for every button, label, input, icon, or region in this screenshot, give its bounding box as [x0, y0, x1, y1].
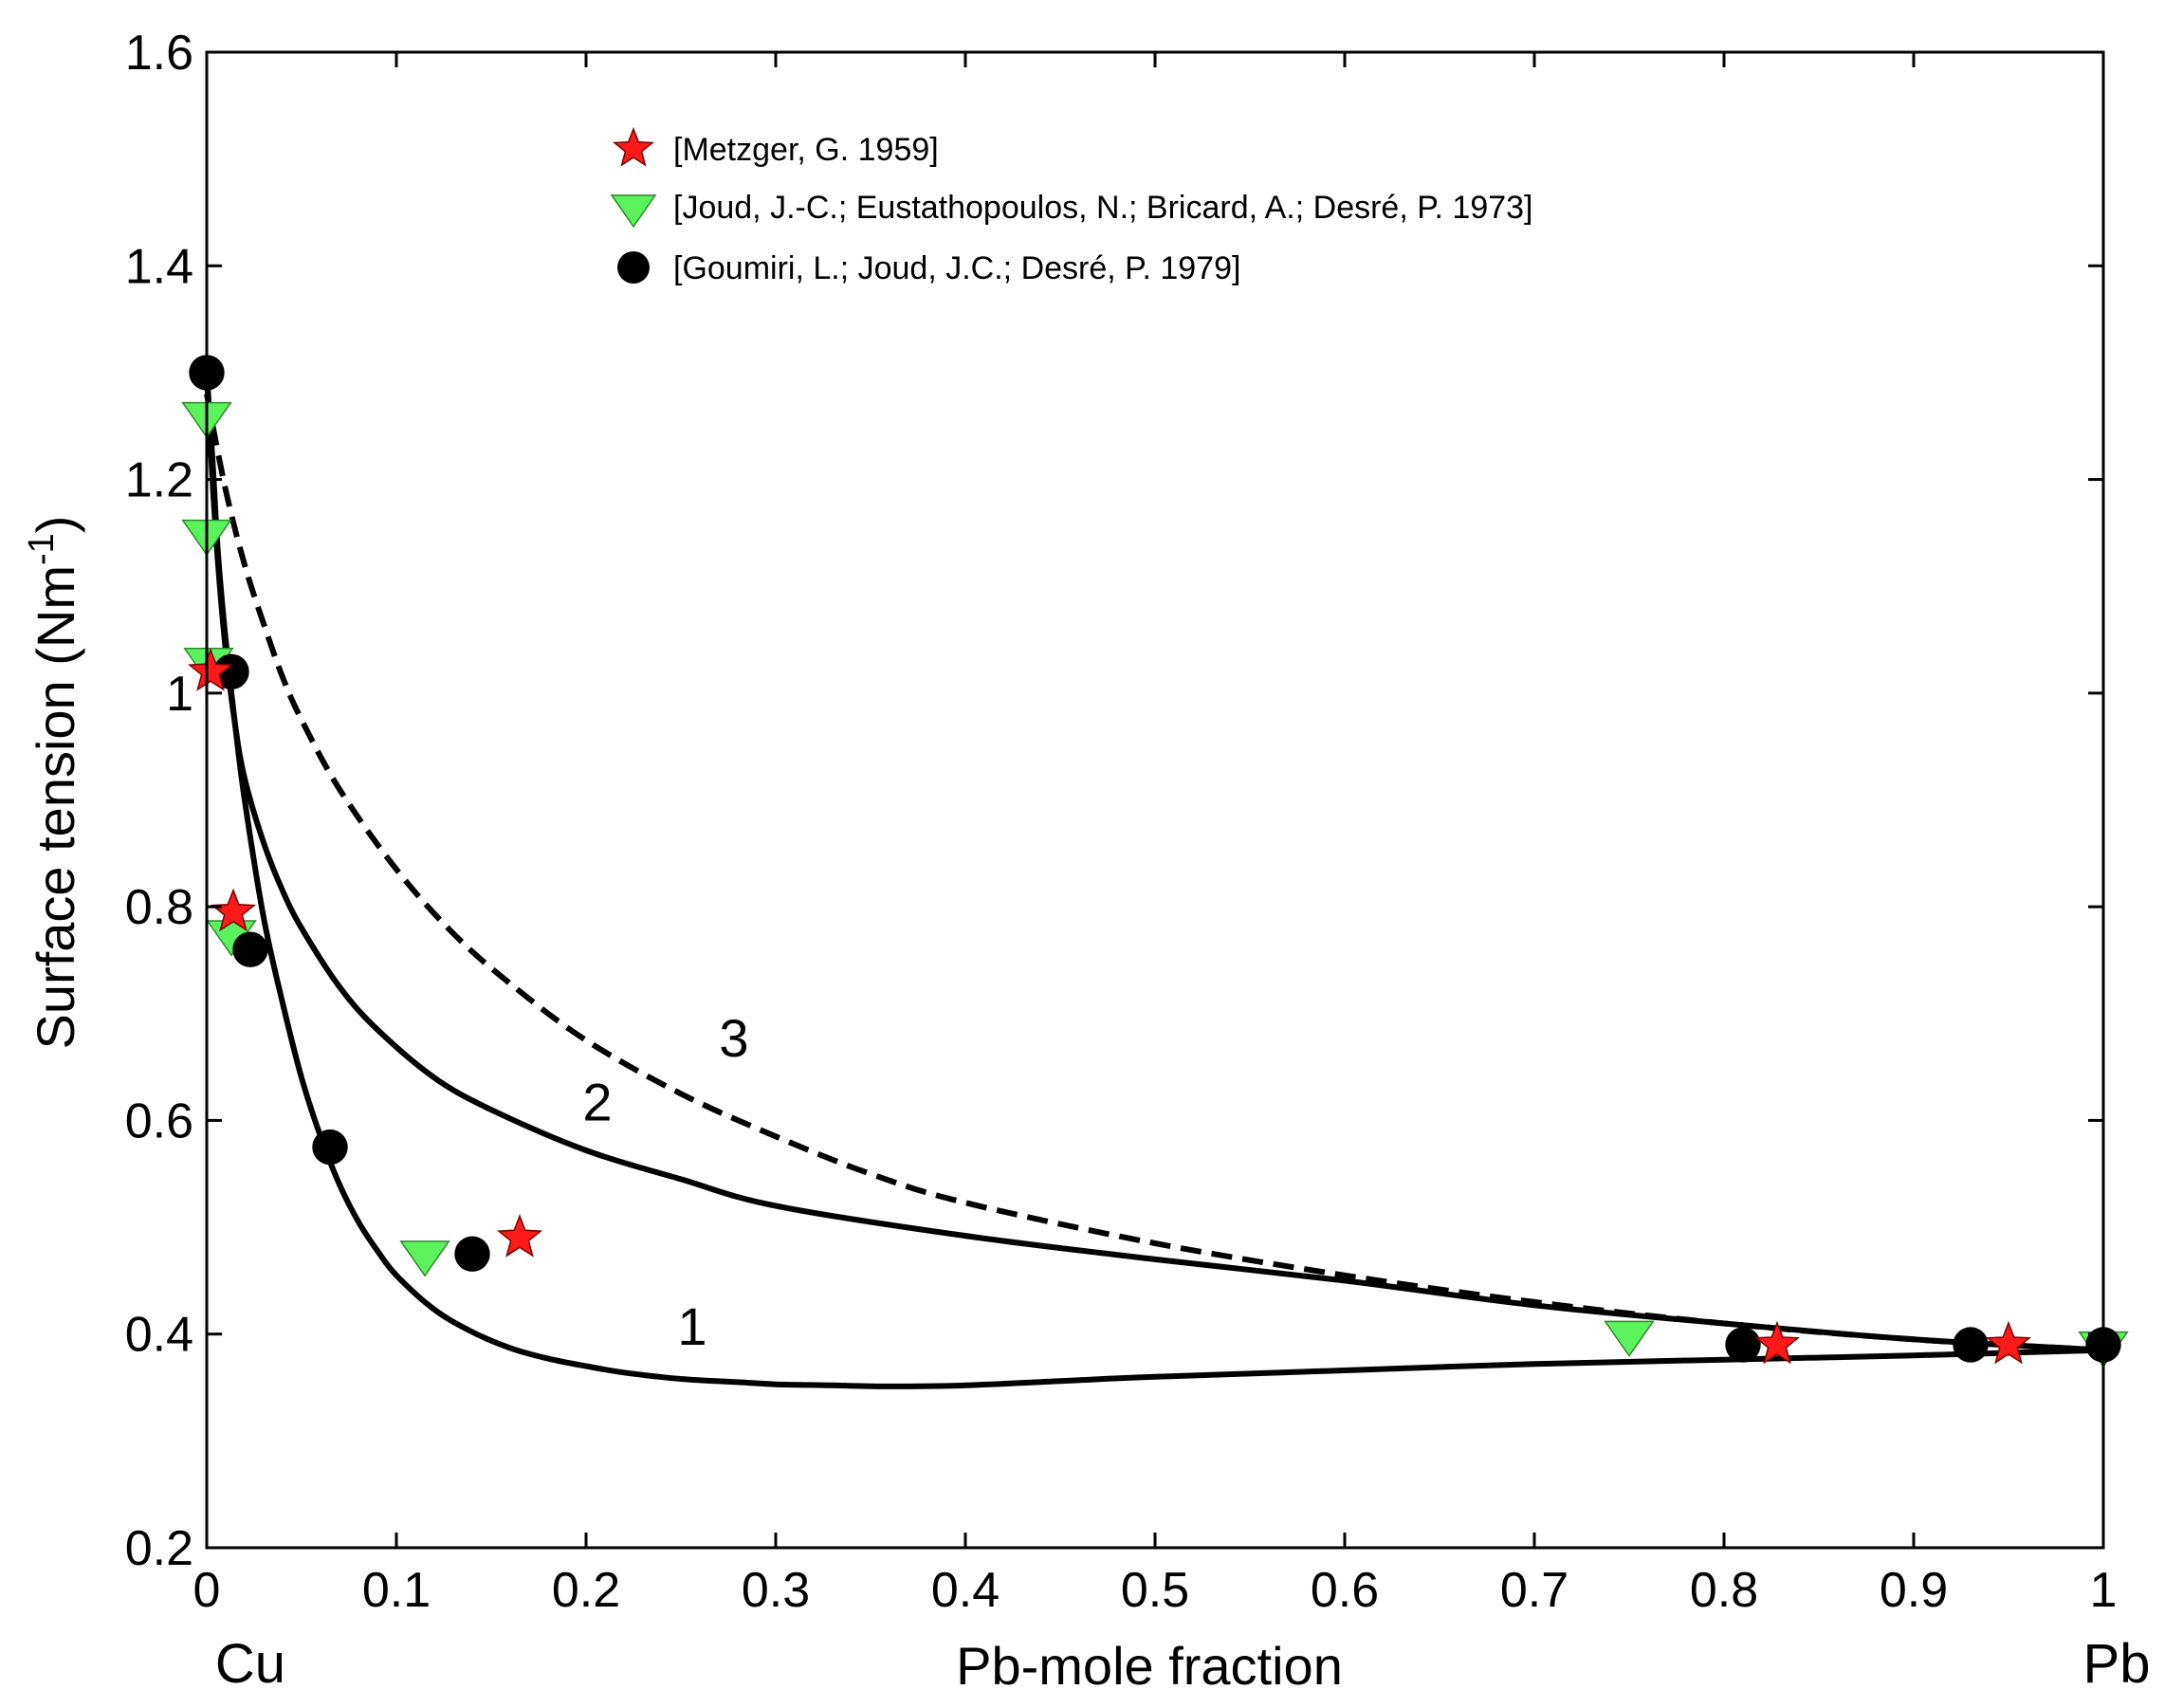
marker-circle-4	[454, 1236, 490, 1272]
marker-circle-2	[232, 931, 268, 967]
legend-marker-0	[613, 126, 654, 167]
legend-label-2: [Goumiri, L.; Joud, J.C.; Desré, P. 1979…	[673, 250, 1240, 286]
marker-triangle-down-5	[1604, 1320, 1655, 1358]
x-tick-label-8: 0.8	[1690, 1563, 1758, 1618]
y-axis-title-main: Surface tension (Nm	[26, 565, 85, 1049]
y-axis-title-superscript: -1	[22, 533, 62, 565]
x-end-label-cu: Cu	[215, 1633, 285, 1695]
curve-1	[204, 372, 2104, 1389]
y-tick-label-5: 1.2	[125, 453, 193, 508]
y-tick-label-1: 0.4	[125, 1308, 193, 1363]
marker-star-3	[1754, 1320, 1800, 1365]
x-tick-label-4: 0.4	[931, 1563, 1000, 1618]
legend-label-0: [Metzger, G. 1959]	[673, 132, 939, 168]
x-tick-label-5: 0.5	[1121, 1563, 1189, 1618]
marker-star-1	[211, 888, 256, 932]
legend-marker-2	[617, 251, 650, 284]
marker-circle-3	[312, 1129, 348, 1166]
marker-star-4	[1986, 1320, 2031, 1365]
marker-circle-5	[1725, 1327, 1761, 1363]
x-tick-label-7: 0.7	[1500, 1563, 1568, 1618]
marker-circle-1	[213, 653, 249, 690]
y-tick-label-2: 0.6	[125, 1093, 193, 1148]
x-tick-label-9: 0.9	[1880, 1563, 1948, 1618]
legend: [Metzger, G. 1959] [Joud, J.-C.; Eustatho…	[610, 126, 1533, 286]
x-tick-label-1: 0.1	[362, 1563, 431, 1618]
x-axis-title: Pb-mole fraction	[956, 1636, 1343, 1696]
y-tick-label-3: 0.8	[125, 880, 193, 935]
y-tick-label-4: 1	[166, 667, 193, 722]
legend-marker-1	[610, 194, 657, 229]
x-tick-label-0: 0	[193, 1563, 221, 1618]
curve-2	[204, 372, 2104, 1353]
model-curves: 1 2 3	[204, 372, 2104, 1389]
legend-label-1: [Joud, J.-C.; Eustathopoulos, N.; Bricar…	[673, 190, 1533, 226]
marker-star-2	[497, 1214, 542, 1258]
x-tick-label-3: 0.3	[742, 1563, 810, 1618]
y-axis-title-close: )	[26, 516, 85, 534]
x-end-label-pb: Pb	[2083, 1633, 2151, 1695]
y-axis-title: Surface tension (Nm-1)	[22, 516, 85, 1050]
y-tick-label-0: 0.2	[125, 1521, 193, 1576]
curve-label-1: 1	[677, 1296, 706, 1356]
y-tick-label-7: 1.6	[125, 26, 193, 81]
curve-3	[204, 393, 2104, 1353]
plot-axes: 0 0.1 0.2 0.3 0.4 0.5 0.6 0.7 0.8 0.9 1 0.2 0.4 0.6 0.…	[125, 26, 2118, 1618]
marker-star-0	[188, 648, 233, 691]
marker-circle-6	[1953, 1327, 1989, 1363]
x-tick-label-10: 1	[2090, 1563, 2118, 1618]
y-tick-label-6: 1.4	[125, 239, 193, 294]
curve-label-2: 2	[582, 1072, 612, 1131]
curve-label-3: 3	[719, 1008, 748, 1068]
marker-triangle-down-4	[399, 1240, 450, 1277]
x-tick-label-6: 0.6	[1311, 1563, 1379, 1618]
x-tick-label-2: 0.2	[552, 1563, 620, 1618]
